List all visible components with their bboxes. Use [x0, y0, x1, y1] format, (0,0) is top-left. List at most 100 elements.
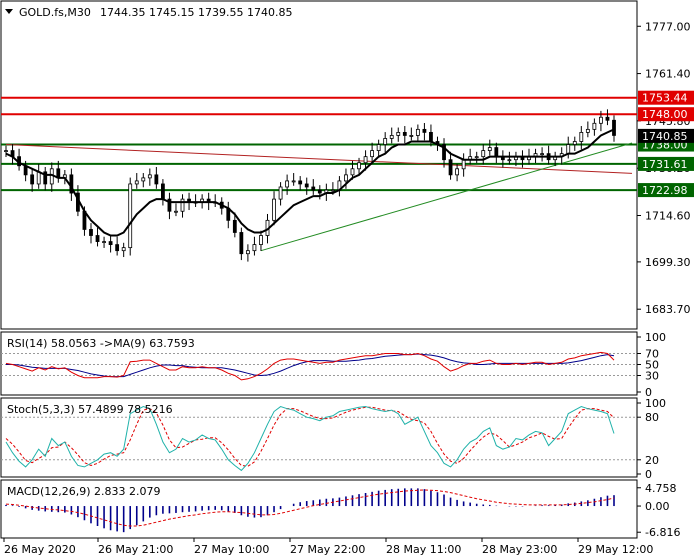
- chart-menu-triangle-icon[interactable]: [5, 9, 13, 14]
- candle-body: [239, 232, 244, 255]
- sub-y-tick-label: 50: [645, 359, 659, 372]
- symbol-label: GOLD.fs,M30: [19, 6, 91, 19]
- stoch-label: Stoch(5,3,3) 57.4899 78.5216: [7, 403, 173, 416]
- candle-body: [605, 116, 610, 121]
- current-price-label: 1740.85: [642, 130, 688, 143]
- sub-y-tick-label: 70: [645, 348, 659, 361]
- candle-body: [422, 128, 427, 133]
- main-y-tick-label: 1714.60: [645, 209, 691, 222]
- candle-body: [572, 141, 577, 145]
- rsi-label: RSI(14) 58.0563 ->MA(9) 63.7593: [7, 337, 195, 350]
- candle-body: [232, 219, 237, 233]
- candle-body: [161, 183, 165, 200]
- main-y-tick-label: 1683.70: [645, 303, 691, 316]
- candle-body: [389, 135, 394, 139]
- x-tick-label: 28 May 23:00: [482, 543, 557, 556]
- candle-body: [592, 122, 597, 130]
- x-tick-label: 28 May 11:00: [386, 543, 461, 556]
- candle-body: [317, 189, 322, 194]
- candle-body: [474, 156, 479, 159]
- level-tag-label: 1753.44: [642, 92, 688, 105]
- candle-body: [330, 189, 335, 192]
- candle-body: [357, 162, 361, 170]
- candle-body: [415, 128, 420, 136]
- candle-body: [147, 174, 152, 179]
- candle-body: [396, 131, 401, 136]
- candle-body: [108, 241, 113, 246]
- candle-body: [102, 241, 106, 243]
- candle-body: [43, 171, 48, 185]
- candle-body: [89, 229, 93, 236]
- axis-layer: 1777.001761.401745.801730.201714.601699.…: [3, 20, 694, 556]
- candle-body: [245, 250, 250, 255]
- candle-body: [448, 159, 453, 176]
- main-y-tick-label: 1699.30: [645, 256, 691, 269]
- candle-body: [370, 150, 375, 158]
- candle-body: [4, 150, 8, 152]
- trend-line: [260, 142, 633, 252]
- candle-body: [579, 131, 584, 142]
- candle-body: [174, 210, 178, 213]
- level-tag: [638, 156, 694, 171]
- candle-body: [154, 174, 159, 185]
- current-price-tag: [638, 128, 694, 143]
- candle-body: [540, 153, 544, 156]
- candle-body: [442, 144, 446, 161]
- sub-y-tick-label: 100: [645, 397, 666, 410]
- macd-panel: [0, 479, 638, 539]
- candle-body: [30, 174, 35, 185]
- macd-label: MACD(12,26,9) 2.833 2.079: [7, 485, 161, 498]
- main-y-tick-label: 1777.00: [645, 20, 691, 33]
- sub-y-tick-label: 0: [645, 468, 652, 481]
- candle-body: [278, 186, 283, 200]
- candle-body: [167, 198, 172, 212]
- candle-body: [487, 147, 492, 151]
- rsi-line: [5, 351, 615, 381]
- candle-body: [252, 244, 257, 252]
- sub-y-tick-label: 20: [645, 454, 659, 467]
- candle-body: [383, 138, 388, 145]
- x-tick-label: 26 May 2020: [4, 543, 76, 556]
- stoch-signal-line: [5, 406, 615, 467]
- level-tag: [638, 183, 694, 198]
- trend-line: [5, 144, 633, 174]
- macd-layer: [5, 488, 615, 533]
- ohlc-label: 1744.35 1745.15 1739.55 1740.85: [100, 6, 292, 19]
- candle-body: [376, 144, 381, 151]
- sub-y-tick-label: 0.00: [645, 500, 670, 513]
- candle-body: [128, 183, 133, 249]
- level-tag-label: 1748.00: [642, 108, 688, 121]
- sub-y-tick-label: 4.758: [645, 482, 677, 495]
- stoch-layer: [1, 405, 637, 472]
- candle-body: [402, 131, 407, 136]
- candle-body: [115, 244, 120, 252]
- candle-body: [494, 147, 499, 158]
- candle-body: [409, 135, 414, 137]
- rsi-layer: [1, 351, 637, 381]
- level-tag: [638, 107, 694, 122]
- candle-body: [36, 171, 41, 185]
- candle-body: [429, 131, 433, 142]
- candle-body: [585, 128, 590, 133]
- sub-y-tick-label: 100: [645, 331, 666, 344]
- x-tick-label: 27 May 22:00: [290, 543, 365, 556]
- moving-average-line: [5, 128, 615, 237]
- level-tag-label: 1731.61: [642, 158, 688, 171]
- sub-y-tick-label: 0: [645, 386, 652, 399]
- x-tick-label: 26 May 21:00: [98, 543, 173, 556]
- level-tag: [638, 90, 694, 105]
- main-y-tick-label: 1761.40: [645, 68, 691, 81]
- candle-body: [507, 159, 512, 162]
- stoch-main-line: [5, 405, 615, 472]
- candle-body: [363, 156, 368, 164]
- main-panel: [0, 0, 638, 330]
- x-tick-label: 27 May 10:00: [194, 543, 269, 556]
- candle-body: [612, 119, 616, 136]
- candle-body: [134, 180, 139, 185]
- candle-body: [121, 247, 126, 252]
- candle-body: [455, 168, 459, 176]
- candle-body: [272, 198, 276, 221]
- sub-y-tick-label: 30: [645, 370, 659, 383]
- main-price-layer: [1, 96, 637, 262]
